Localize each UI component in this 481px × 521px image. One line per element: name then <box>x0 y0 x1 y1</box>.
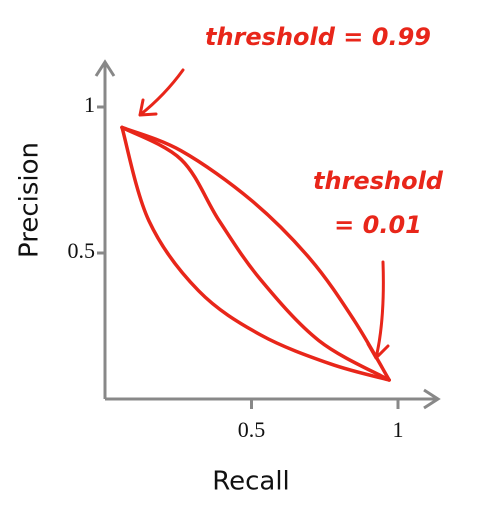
axes <box>94 59 441 410</box>
x-arrow <box>423 388 441 410</box>
x-tick-label: 0.5 <box>238 417 266 442</box>
curve <box>120 125 391 382</box>
y-arrow <box>94 59 116 77</box>
x-tick-label: 1 <box>393 417 404 442</box>
y-tick-label: 1 <box>84 92 95 117</box>
curve <box>120 125 389 381</box>
arrow <box>138 68 185 117</box>
y-axis-label: Precision <box>15 142 45 258</box>
annotation: threshold = 0.99 <box>205 23 431 51</box>
curve <box>120 125 391 382</box>
annotation: threshold <box>313 167 444 195</box>
x-axis-label: Recall <box>212 467 290 497</box>
y-tick-label: 0.5 <box>68 238 96 263</box>
arrow <box>366 260 390 360</box>
annotation: = 0.01 <box>334 211 422 239</box>
